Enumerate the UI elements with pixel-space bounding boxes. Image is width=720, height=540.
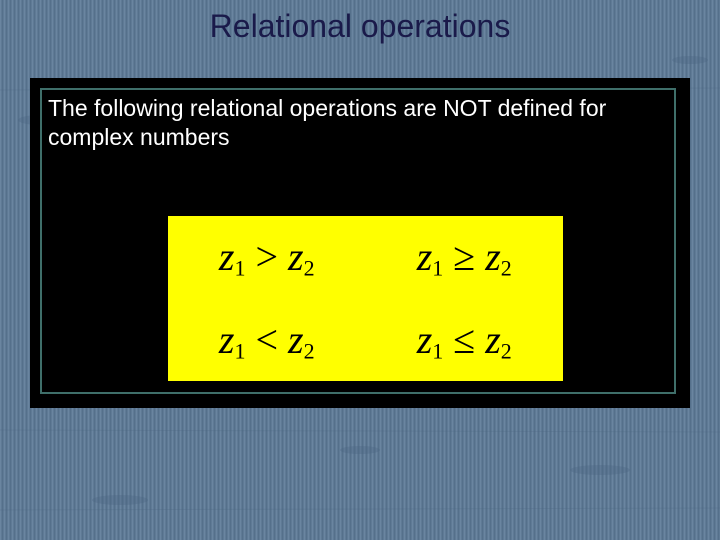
lhs-var: z xyxy=(219,317,235,362)
relation-le-icon: ≤ xyxy=(453,316,475,363)
rhs-var: z xyxy=(288,317,304,362)
lhs-var: z xyxy=(417,317,433,362)
rhs-sub: 2 xyxy=(304,338,315,363)
rhs-var: z xyxy=(485,234,501,279)
formula-le: z1 ≤ z2 xyxy=(417,316,512,365)
content-box: The following relational operations are … xyxy=(30,78,690,408)
lhs-sub: 1 xyxy=(432,338,443,363)
lhs-var: z xyxy=(417,234,433,279)
rhs-sub: 2 xyxy=(501,338,512,363)
relation-gt-icon: > xyxy=(255,233,278,280)
formula-ge: z1 ≥ z2 xyxy=(417,233,512,282)
formula-panel: z1 > z2 z1 ≥ z2 z1 < z2 z1 ≤ z2 xyxy=(168,216,563,381)
lhs-sub: 1 xyxy=(234,256,245,281)
rhs-sub: 2 xyxy=(304,256,315,281)
lhs-sub: 1 xyxy=(234,338,245,363)
lhs-var: z xyxy=(219,234,235,279)
formula-lt: z1 < z2 xyxy=(219,316,315,365)
relation-lt-icon: < xyxy=(255,316,278,363)
rhs-sub: 2 xyxy=(501,256,512,281)
slide-title: Relational operations xyxy=(0,8,720,45)
formula-gt: z1 > z2 xyxy=(219,233,315,282)
slide: Relational operations The following rela… xyxy=(0,0,720,540)
relation-ge-icon: ≥ xyxy=(453,233,475,280)
body-text: The following relational operations are … xyxy=(48,94,668,152)
rhs-var: z xyxy=(288,234,304,279)
lhs-sub: 1 xyxy=(432,256,443,281)
rhs-var: z xyxy=(485,317,501,362)
